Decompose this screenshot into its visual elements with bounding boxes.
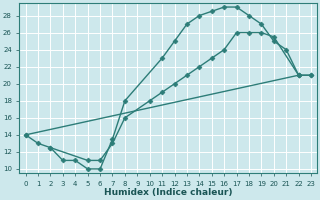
X-axis label: Humidex (Indice chaleur): Humidex (Indice chaleur) [104, 188, 233, 197]
